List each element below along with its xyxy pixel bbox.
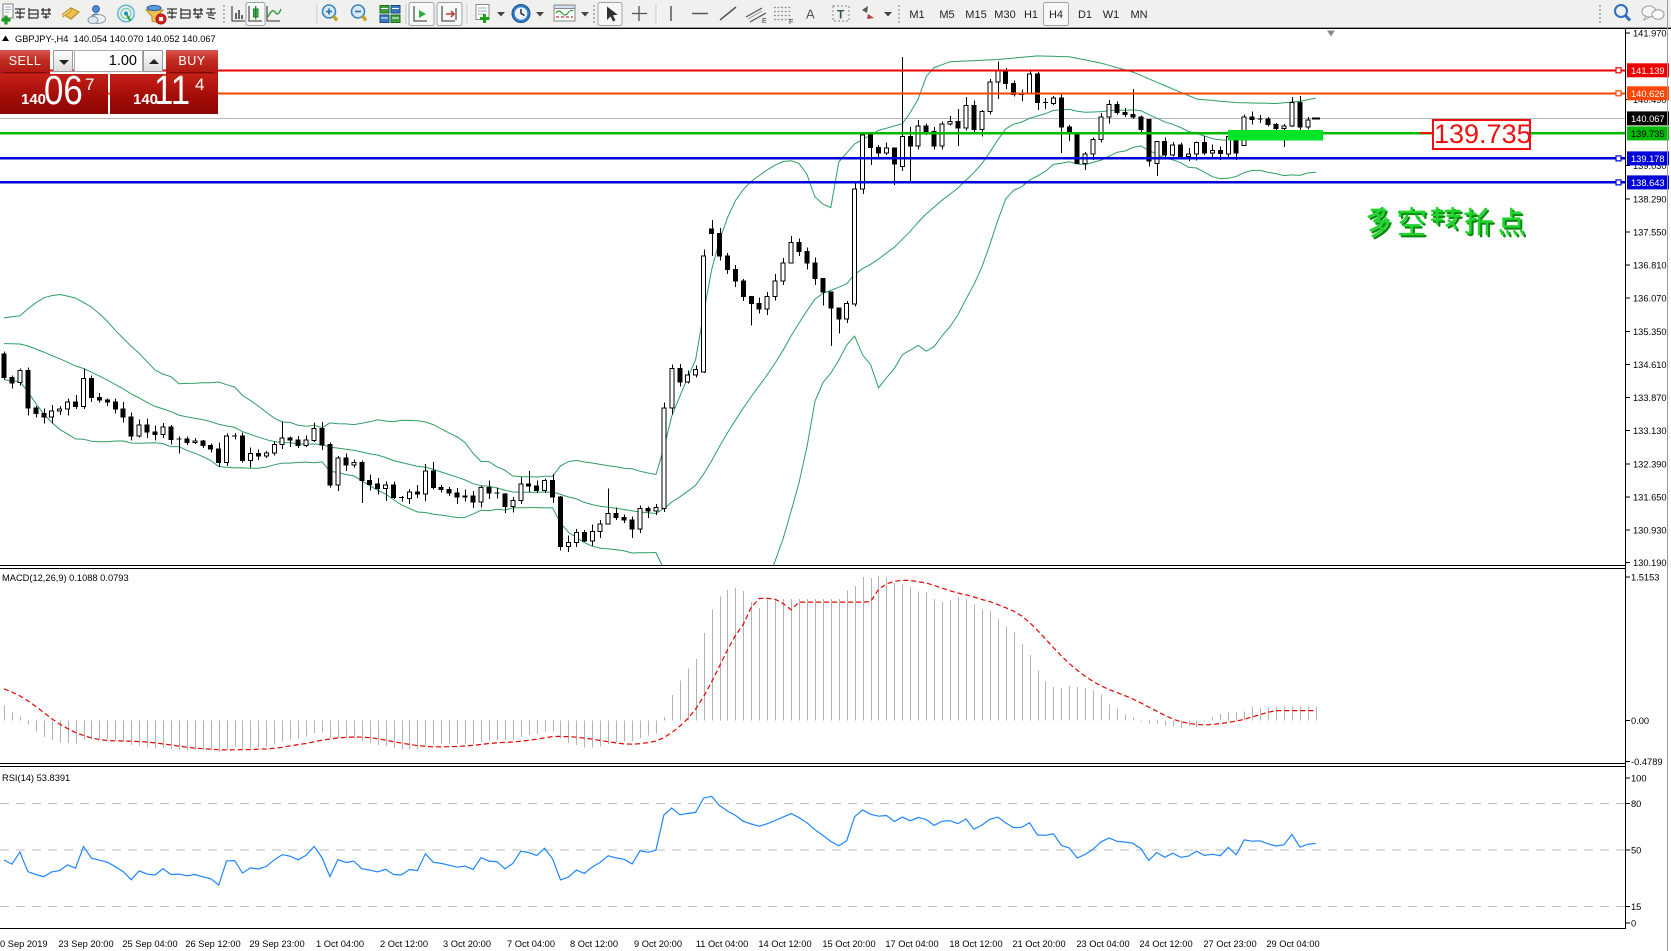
svg-text:134.610: 134.610 [1633, 360, 1667, 370]
svg-text:T: T [837, 8, 845, 22]
svg-text:21 Oct 20:00: 21 Oct 20:00 [1012, 939, 1065, 949]
svg-text:RSI(14) 53.8391: RSI(14) 53.8391 [2, 773, 70, 783]
svg-text:9 Oct 20:00: 9 Oct 20:00 [634, 939, 682, 949]
svg-text:133.870: 133.870 [1633, 393, 1667, 403]
svg-text:26 Sep 12:00: 26 Sep 12:00 [185, 939, 240, 949]
svg-text:15: 15 [1631, 902, 1641, 912]
svg-text:136.810: 136.810 [1633, 261, 1667, 271]
svg-text:-0.4789: -0.4789 [1631, 757, 1663, 767]
svg-text:29 Oct 04:00: 29 Oct 04:00 [1266, 939, 1319, 949]
svg-text:138.643: 138.643 [1631, 178, 1665, 188]
svg-text:M30: M30 [994, 9, 1015, 21]
svg-text:139.030: 139.030 [1633, 161, 1667, 171]
svg-text:50: 50 [1631, 846, 1641, 856]
svg-text:H4: H4 [1049, 9, 1063, 21]
svg-text:140.067: 140.067 [1631, 114, 1665, 124]
svg-text:11 Oct 04:00: 11 Oct 04:00 [696, 939, 749, 949]
svg-text:29 Sep 23:00: 29 Sep 23:00 [249, 939, 304, 949]
svg-text:GBPJPY-,H4 140.054 140.070 14: GBPJPY-,H4 140.054 140.070 140.052 140.0… [15, 34, 216, 44]
svg-text:D1: D1 [1078, 9, 1092, 21]
svg-text:139.735: 139.735 [1631, 129, 1665, 139]
svg-text:3 Oct 20:00: 3 Oct 20:00 [443, 939, 491, 949]
svg-text:131.650: 131.650 [1633, 493, 1667, 503]
svg-text:2 Oct 12:00: 2 Oct 12:00 [380, 939, 428, 949]
svg-text:0: 0 [1631, 919, 1636, 929]
svg-text:M15: M15 [965, 9, 986, 21]
svg-text:23 Oct 04:00: 23 Oct 04:00 [1076, 939, 1129, 949]
svg-text:H1: H1 [1024, 9, 1038, 21]
svg-text:17 Oct 04:00: 17 Oct 04:00 [885, 939, 938, 949]
svg-text:132.390: 132.390 [1633, 459, 1667, 469]
svg-text:14 Oct 12:00: 14 Oct 12:00 [758, 939, 811, 949]
svg-text:MN: MN [1130, 9, 1147, 21]
svg-text:15 Oct 20:00: 15 Oct 20:00 [822, 939, 875, 949]
svg-text:8 Oct 12:00: 8 Oct 12:00 [570, 939, 618, 949]
svg-text:18 Oct 12:00: 18 Oct 12:00 [949, 939, 1002, 949]
svg-text:80: 80 [1631, 799, 1641, 809]
svg-text:141.139: 141.139 [1631, 66, 1665, 76]
svg-text:27 Oct 23:00: 27 Oct 23:00 [1203, 939, 1256, 949]
svg-text:MACD(12,26,9) 0.1088 0.0793: MACD(12,26,9) 0.1088 0.0793 [2, 573, 129, 583]
svg-text:A: A [806, 7, 815, 22]
svg-text:24 Oct 12:00: 24 Oct 12:00 [1139, 939, 1192, 949]
svg-text:100: 100 [1631, 774, 1647, 784]
svg-text:1.5153: 1.5153 [1631, 573, 1659, 583]
svg-text:M5: M5 [939, 9, 954, 21]
svg-text:138.290: 138.290 [1633, 194, 1667, 204]
svg-text:M1: M1 [909, 9, 924, 21]
svg-text:E: E [762, 18, 767, 25]
svg-text:130.930: 130.930 [1633, 526, 1667, 536]
svg-text:7 Oct 04:00: 7 Oct 04:00 [507, 939, 555, 949]
svg-text:135.350: 135.350 [1633, 327, 1667, 337]
svg-text:0 Sep 2019: 0 Sep 2019 [0, 939, 48, 949]
svg-text:136.070: 136.070 [1633, 294, 1667, 304]
svg-text:137.550: 137.550 [1633, 228, 1667, 238]
svg-text:0.00: 0.00 [1631, 716, 1649, 726]
svg-text:1 Oct 04:00: 1 Oct 04:00 [316, 939, 364, 949]
svg-text:F: F [789, 19, 793, 26]
svg-text:25 Sep 04:00: 25 Sep 04:00 [122, 939, 177, 949]
svg-text:139.178: 139.178 [1631, 154, 1665, 164]
svg-text:140.626: 140.626 [1631, 89, 1665, 99]
svg-text:133.130: 133.130 [1633, 426, 1667, 436]
svg-text:W1: W1 [1103, 9, 1120, 21]
svg-text:141.970: 141.970 [1633, 29, 1667, 39]
svg-text:130.190: 130.190 [1633, 558, 1667, 568]
svg-text:23 Sep 20:00: 23 Sep 20:00 [58, 939, 113, 949]
